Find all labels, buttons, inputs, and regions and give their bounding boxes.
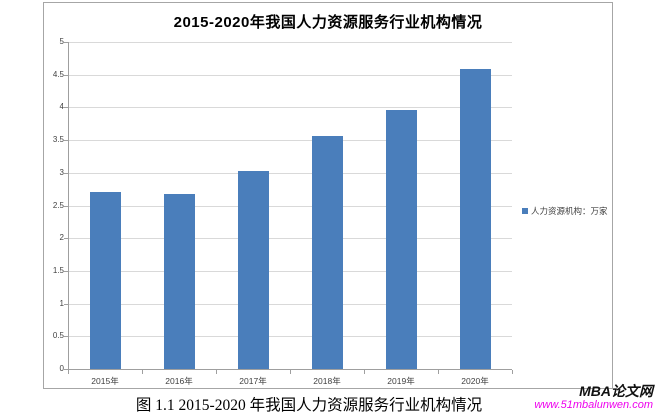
plot-area: 0 0.5 1 1.5 2 2.5 3 3.5 4 4.5 5 2015年 2016年 2017年 2018… bbox=[53, 37, 513, 386]
x-axis-tick bbox=[364, 370, 365, 374]
bar-2018年 bbox=[312, 136, 343, 369]
x-axis-tick bbox=[216, 370, 217, 374]
gridline bbox=[68, 206, 512, 207]
chart-frame: 2015-2020年我国人力资源服务行业机构情况 0 0.5 1 1.5 2 2.5 3 3.… bbox=[43, 2, 613, 389]
x-axis-label: 2016年 bbox=[165, 376, 193, 386]
y-axis-tick bbox=[64, 75, 68, 76]
x-axis-tick bbox=[438, 370, 439, 374]
gridline bbox=[68, 173, 512, 174]
x-axis-tick bbox=[142, 370, 143, 374]
y-axis-tick bbox=[64, 173, 68, 174]
figure-caption: 图 1.1 2015-2020 年我国人力资源服务行业机构情况 bbox=[135, 397, 483, 414]
y-axis-label: 2.5 bbox=[52, 201, 64, 210]
gridline bbox=[68, 238, 512, 239]
y-axis-tick bbox=[64, 336, 68, 337]
y-axis-tick bbox=[64, 304, 68, 305]
bar-2015年 bbox=[90, 192, 121, 369]
legend-label: 人力资源机构：万家 bbox=[531, 206, 608, 216]
y-axis-label: 4 bbox=[59, 102, 64, 111]
y-axis-tick bbox=[64, 107, 68, 108]
y-axis-tick bbox=[64, 42, 68, 43]
x-axis-line bbox=[68, 369, 512, 370]
x-axis-tick bbox=[68, 370, 69, 374]
y-axis-tick bbox=[64, 369, 68, 370]
chart-title: 2015-2020年我国人力资源服务行业机构情况 bbox=[173, 14, 483, 31]
x-axis-label: 2018年 bbox=[313, 376, 341, 386]
y-axis-label: 3 bbox=[59, 168, 64, 177]
x-axis-tick bbox=[290, 370, 291, 374]
y-axis-line bbox=[68, 42, 69, 369]
gridline bbox=[68, 140, 512, 141]
bar-2020年 bbox=[460, 69, 491, 369]
y-axis-tick bbox=[64, 271, 68, 272]
gridline bbox=[68, 75, 512, 76]
legend: 人力资源机构：万家 bbox=[522, 205, 608, 217]
gridline bbox=[68, 336, 512, 337]
y-axis-tick bbox=[64, 140, 68, 141]
gridline bbox=[68, 107, 512, 108]
watermark-site-name: MBA论文网 bbox=[579, 383, 653, 399]
y-axis-label: 0.5 bbox=[52, 331, 64, 340]
watermark: MBA论文网 www.51mbalunwen.com bbox=[534, 383, 653, 412]
gridline bbox=[68, 304, 512, 305]
bar-2019年 bbox=[386, 110, 417, 369]
gridline bbox=[68, 42, 512, 43]
bar-2017年 bbox=[238, 171, 269, 369]
bar-2016年 bbox=[164, 194, 195, 369]
y-axis-label: 1.5 bbox=[52, 266, 64, 275]
y-axis-label: 3.5 bbox=[52, 135, 64, 144]
x-axis-label: 2020年 bbox=[461, 376, 489, 386]
x-axis-label: 2019年 bbox=[387, 376, 415, 386]
x-axis-label: 2017年 bbox=[239, 376, 267, 386]
gridline bbox=[68, 271, 512, 272]
watermark-site-url[interactable]: www.51mbalunwen.com bbox=[534, 399, 653, 412]
y-axis-label: 2 bbox=[59, 233, 64, 242]
x-axis-tick bbox=[512, 370, 513, 374]
y-axis-tick bbox=[64, 206, 68, 207]
y-axis-label: 1 bbox=[59, 299, 64, 308]
x-axis-label: 2015年 bbox=[91, 376, 119, 386]
y-axis-label: 5 bbox=[59, 37, 64, 46]
y-axis-tick bbox=[64, 238, 68, 239]
legend-swatch-icon bbox=[522, 208, 528, 214]
y-axis-label: 4.5 bbox=[52, 70, 64, 79]
y-axis-label: 0 bbox=[59, 364, 64, 373]
